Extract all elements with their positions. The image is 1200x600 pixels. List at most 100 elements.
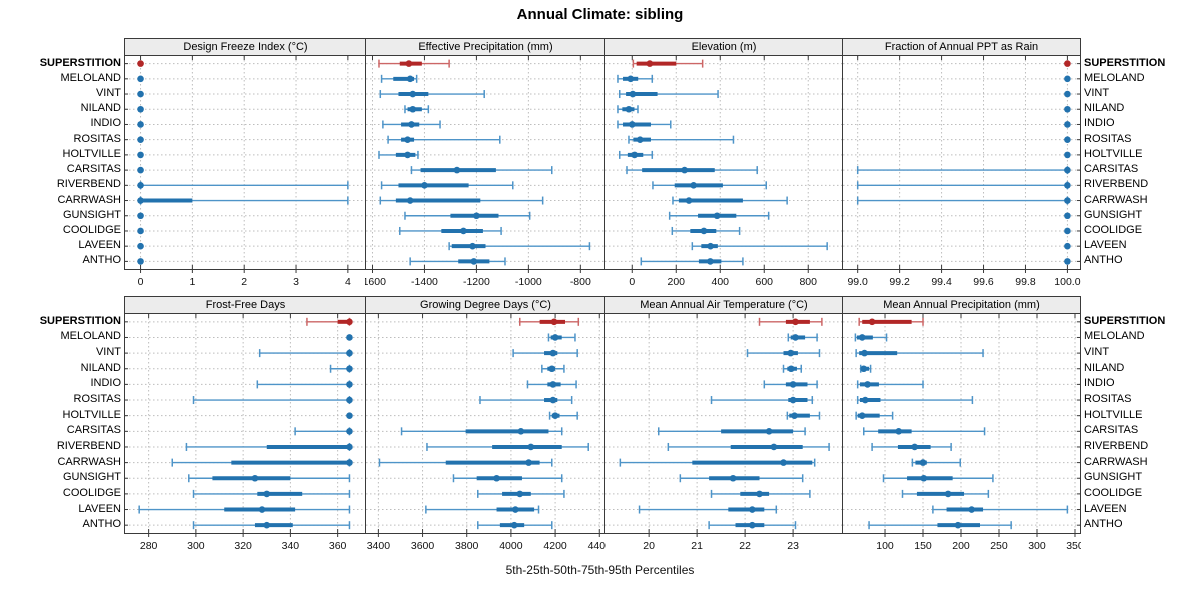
row-niland <box>843 105 1080 113</box>
panel-effective-precipitation-mm <box>365 55 606 270</box>
median-dot <box>525 459 532 466</box>
x-tick-label: 3600 <box>411 540 435 552</box>
median-dot <box>346 381 353 388</box>
row-antho <box>843 258 1080 265</box>
row-holtville <box>366 411 605 420</box>
site-label-left: LAVEEN <box>78 502 121 515</box>
panel-x-axis: -1600 -1400 -1200 -1000 -800 <box>365 269 606 289</box>
median-dot <box>707 258 714 265</box>
row-riverbend <box>843 181 1080 190</box>
median-dot <box>636 136 644 143</box>
row-carsitas <box>125 166 366 174</box>
median-dot <box>681 166 688 174</box>
x-axis-svg: 100 150 200 250 300 350 <box>876 533 1081 552</box>
row-vint <box>843 90 1080 98</box>
row-gunsight <box>125 212 366 220</box>
median-dot <box>789 396 797 404</box>
site-label-left: CARRWASH <box>57 193 121 206</box>
median-dot <box>911 443 918 451</box>
x-tick-label: 280 <box>140 540 158 552</box>
median-dot <box>792 318 799 326</box>
median-dot <box>646 60 654 67</box>
x-tick-label: 100.0 <box>1054 276 1080 288</box>
site-label-right: GUNSIGHT <box>1084 208 1143 221</box>
panel-plot <box>605 314 843 533</box>
site-label-left: RIVERBEND <box>56 439 121 452</box>
panel-x-axis: 280 300 320 340 360 <box>124 533 367 553</box>
x-tick-label: 3400 <box>367 540 391 552</box>
x-tick-label: 3 <box>293 276 299 288</box>
x-tick-label: -1400 <box>411 276 438 288</box>
site-label-left: RIVERBEND <box>56 178 121 191</box>
row-carrwash <box>125 196 366 205</box>
median-dot <box>627 75 635 83</box>
median-dot <box>460 227 467 235</box>
panel-x-axis: 100 150 200 250 300 350 <box>842 533 1081 553</box>
median-dot <box>749 521 756 529</box>
x-tick-label: 22 <box>739 540 751 552</box>
median-dot <box>954 521 962 529</box>
site-label-right: CARSITAS <box>1084 424 1139 437</box>
median-dot <box>868 318 876 326</box>
median-dot <box>263 490 271 498</box>
row-carrwash <box>125 458 366 467</box>
median-dot <box>346 459 353 466</box>
panel-growing-degree-days-c <box>365 313 606 534</box>
row-holtville <box>605 411 843 420</box>
panel-strip-mean-annual-precipitation-mm: Mean Annual Precipitation (mm) <box>842 296 1081 314</box>
median-dot <box>549 349 557 357</box>
row-laveen <box>843 505 1080 514</box>
row-indio <box>366 120 605 129</box>
site-label-right: GUNSIGHT <box>1084 471 1143 484</box>
median-dot <box>1064 105 1071 113</box>
panel-fraction-of-annual-ppt-as-rain <box>842 55 1081 270</box>
x-tick-label: 4000 <box>499 540 523 552</box>
x-tick-label: -1600 <box>365 276 386 288</box>
x-tick-label: 1 <box>189 276 195 288</box>
x-tick-label: 300 <box>1028 540 1046 552</box>
row-antho <box>366 257 605 266</box>
x-tick-label: 200 <box>952 540 970 552</box>
row-superstition <box>125 60 366 67</box>
row-vint <box>125 90 366 98</box>
x-tick-label: 99.4 <box>931 276 952 288</box>
median-dot <box>749 506 756 513</box>
median-dot <box>510 521 518 529</box>
median-dot <box>404 136 411 143</box>
site-label-right: COOLIDGE <box>1084 486 1143 499</box>
panel-plot <box>843 314 1080 533</box>
row-laveen <box>605 242 843 251</box>
row-superstition <box>366 317 605 326</box>
median-dot <box>137 242 144 250</box>
panel-plot <box>843 56 1080 269</box>
row-coolidge <box>843 227 1080 235</box>
row-rositas <box>125 396 366 405</box>
row-carrwash <box>366 458 605 467</box>
median-dot <box>137 258 144 265</box>
row-carsitas <box>843 166 1080 175</box>
x-tick-label: 150 <box>914 540 932 552</box>
row-rositas <box>366 135 605 144</box>
median-dot <box>137 60 144 67</box>
median-dot <box>258 506 266 513</box>
median-dot <box>713 212 721 220</box>
site-label-right: LAVEEN <box>1084 502 1127 515</box>
row-rositas <box>843 396 1080 405</box>
x-tick-label: 600 <box>755 276 773 288</box>
row-gunsight <box>843 474 1080 483</box>
site-label-right: SUPERSTITION <box>1084 56 1166 69</box>
median-dot <box>137 105 144 113</box>
site-label-right: NILAND <box>1084 361 1125 374</box>
x-tick-label: 4 <box>345 276 351 288</box>
row-holtville <box>366 150 605 159</box>
row-riverbend <box>843 442 1080 451</box>
median-dot <box>685 197 693 204</box>
row-coolidge <box>605 226 843 235</box>
site-label-right: LAVEEN <box>1084 239 1127 252</box>
row-laveen <box>843 242 1080 250</box>
median-dot <box>1064 197 1071 204</box>
row-carsitas <box>605 427 843 436</box>
median-dot <box>469 242 476 250</box>
median-dot <box>919 459 927 466</box>
